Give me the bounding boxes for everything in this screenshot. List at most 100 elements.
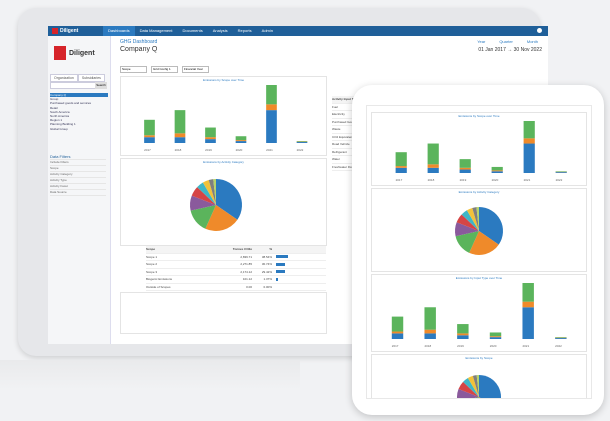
bar-segment [395, 166, 407, 168]
date-to[interactable]: 30 Nov 2022 [513, 47, 542, 53]
bar-segment [424, 307, 436, 330]
app-logo: Diligent [52, 27, 78, 35]
nav-admin[interactable]: Admin [261, 28, 273, 33]
tree-item[interactable]: Company Q [50, 93, 108, 98]
bar-segment [459, 159, 471, 168]
tree-item[interactable]: North America [50, 113, 70, 118]
bar-segment [174, 110, 186, 134]
pie-slice [463, 377, 479, 397]
bar-segment [205, 127, 216, 138]
pie-slice [458, 381, 479, 397]
pie-slice [197, 182, 216, 205]
chart-title: Emissions by Input Type over Time [455, 276, 503, 280]
filter-item[interactable]: Activity Facet [50, 184, 106, 190]
nav-documents[interactable]: Documents [182, 28, 203, 33]
bar-segment [144, 137, 155, 143]
table-row: Biogenic Emissions 101.12 1.37% [146, 276, 326, 284]
period-month[interactable]: Month [526, 39, 538, 44]
tick-label: 2021 [524, 178, 531, 182]
bar-segment [391, 331, 404, 334]
brand-logo: Diligent [54, 46, 95, 60]
nav-analysis[interactable]: Analysis [212, 28, 228, 33]
date-from[interactable]: 01 Jan 2017 [478, 47, 506, 53]
filter-item[interactable]: Activity Type [50, 178, 106, 184]
select-financial-year[interactable]: Financial Year [182, 66, 209, 73]
tick-label: 2020 [490, 344, 497, 348]
pie-slice [205, 205, 238, 231]
org-tree: Company Q Group Purchased goods and serv… [50, 93, 108, 131]
bar-segment [457, 324, 469, 334]
tick-label: 2019 [460, 178, 467, 182]
tick-label: 2018 [175, 148, 182, 152]
tree-item[interactable]: Group [50, 97, 59, 102]
tick-label: 2020 [492, 178, 499, 182]
tick-label: 2022 [297, 148, 304, 152]
tablet-scope-pie [457, 375, 501, 398]
tick-label: 2017 [144, 148, 151, 152]
bar-segment [266, 104, 277, 111]
tab-organization[interactable]: Organization [50, 74, 78, 82]
tree-item[interactable]: South America [50, 109, 70, 114]
chart-title: Emissions by Activity Category [458, 190, 500, 194]
pie-slice [455, 222, 479, 237]
pie-slice [216, 179, 243, 220]
date-range[interactable]: 01 Jan 2017 → 30 Nov 2022 [478, 47, 542, 53]
pie-slice [202, 180, 216, 205]
tablet-pie-panel: Emissions by Activity Category [371, 188, 587, 272]
tick-label: 2019 [205, 148, 212, 152]
bar-segment [235, 136, 247, 141]
bar-segment [457, 333, 469, 336]
tab-subsidiaries[interactable]: Subsidiaries [77, 74, 105, 82]
filter-item[interactable]: Activity Category [50, 172, 106, 178]
bar-segment [457, 335, 469, 339]
period-year[interactable]: Year [477, 39, 486, 44]
scope-time-chart-panel: Emissions by Scope over Time 2017 2018 201… [120, 76, 327, 156]
filters-title: Data Filters [50, 154, 106, 160]
tablet-screen: Emissions by Scope over Time 2017 2018 201… [366, 105, 592, 399]
tree-item[interactable]: Retail [50, 105, 58, 110]
select-scope[interactable]: Scope [120, 66, 147, 73]
pie-slice [478, 397, 481, 398]
bar-segment [555, 172, 567, 173]
table-header: Scope Tonnes CO2e% [146, 246, 326, 254]
bottom-chart-panel [120, 292, 327, 334]
nav-reports[interactable]: Reports [237, 28, 252, 33]
logo-icon [52, 28, 58, 34]
nav-data-management[interactable]: Data Management [139, 28, 173, 33]
tree-item[interactable]: Purchased goods and services [50, 101, 92, 106]
filter-item[interactable]: Scope [50, 166, 106, 172]
tick-label: 2019 [457, 344, 464, 348]
sidebar: Diligent Organization Subsidiaries Searc… [48, 36, 111, 344]
company-name: Company Q [120, 46, 158, 53]
tree-item[interactable]: Region 1 [50, 118, 63, 123]
pie-slice [476, 207, 479, 231]
pie-slice [466, 207, 479, 231]
tablet-frame: Emissions by Scope over Time 2017 2018 201… [352, 85, 604, 415]
nav-dashboards[interactable]: Dashboards [103, 26, 135, 36]
pie-slice [461, 210, 479, 231]
tick-label: 2020 [236, 148, 243, 152]
bar-segment [174, 133, 186, 138]
table-row: Outside of Scopes 0.00 0.00% [146, 284, 326, 291]
bar-segment [296, 141, 308, 142]
scope-table: Scope Tonnes CO2e% Scope 1 2,839.71 38.54% … [146, 246, 326, 299]
pie-slice [472, 207, 479, 231]
help-icon[interactable] [537, 28, 542, 33]
period-quarter[interactable]: Quarter [499, 39, 513, 44]
bar-segment [427, 143, 439, 165]
tick-label: 2022 [556, 178, 563, 182]
pie-slice [469, 231, 499, 255]
filter-item[interactable]: Data Source [50, 190, 106, 196]
select-grid-config[interactable]: Grid Config 1 [151, 66, 178, 73]
tree-item[interactable]: Planning Building 1 [50, 122, 76, 127]
pie-slice [479, 207, 504, 245]
search-input[interactable] [50, 82, 96, 89]
bar-segment [427, 164, 439, 168]
category-pie-chart [190, 179, 243, 231]
tree-item[interactable]: Global Group [50, 126, 68, 131]
chart-title: Emissions by Scope over Time [458, 114, 500, 118]
bar-segment [522, 307, 534, 339]
filter-selects: Scope Grid Config 1 Financial Year [120, 66, 213, 73]
bar-segment [205, 139, 216, 143]
search-button[interactable]: Search [95, 82, 107, 89]
